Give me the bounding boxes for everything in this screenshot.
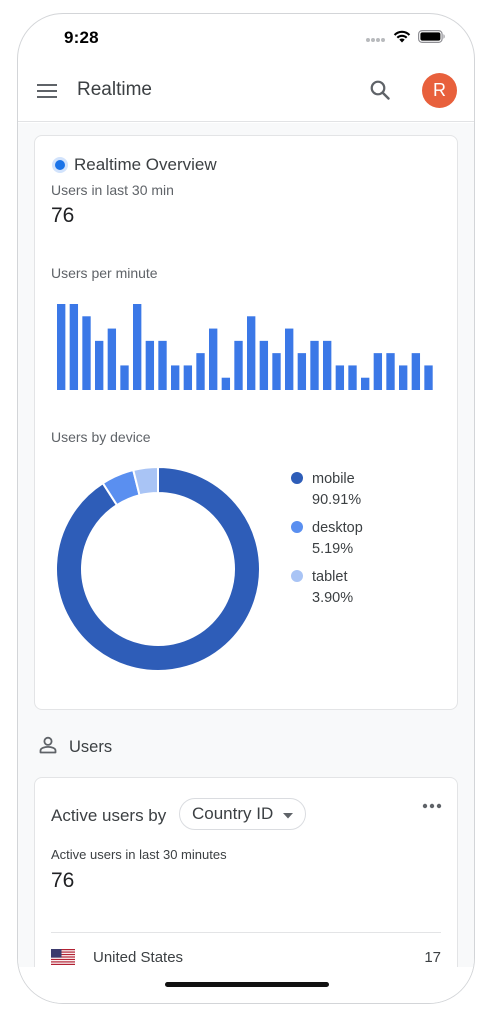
- person-icon: [38, 735, 58, 760]
- realtime-overview-card: Realtime Overview Users in last 30 min 7…: [34, 135, 458, 710]
- bar-minute-24: [348, 365, 357, 390]
- page-title: Realtime: [77, 79, 152, 100]
- users-section-title: Users: [69, 738, 113, 756]
- bar-minute-21: [310, 340, 319, 390]
- users-per-minute-chart: [57, 304, 437, 390]
- phone-frame: 9:28 Realtime R Realtim: [17, 13, 475, 1004]
- users-last-30-label: Users in last 30 min: [51, 182, 174, 198]
- bar-minute-3: [82, 316, 91, 390]
- bar-minute-6: [120, 365, 129, 390]
- menu-icon[interactable]: [36, 80, 58, 102]
- dropdown-arrow-icon: [283, 804, 294, 824]
- users-per-minute-label: Users per minute: [51, 265, 158, 281]
- bar-minute-1: [57, 304, 66, 390]
- bar-minute-19: [285, 328, 294, 390]
- active-users-subtitle: Active users in last 30 minutes: [51, 847, 227, 862]
- active-users-value: 76: [51, 869, 75, 892]
- bar-minute-13: [209, 328, 218, 390]
- users-section-header: Users: [38, 735, 112, 760]
- bar-minute-8: [145, 340, 155, 390]
- realtime-title: Realtime Overview: [74, 155, 217, 174]
- divider: [51, 932, 441, 933]
- bar-minute-28: [399, 365, 408, 390]
- bar-minute-25: [361, 377, 370, 390]
- search-icon[interactable]: [368, 78, 392, 102]
- dimension-value: Country ID: [192, 804, 274, 823]
- bar-minute-9: [158, 340, 167, 390]
- bar-minute-17: [259, 340, 269, 390]
- more-options-icon[interactable]: [421, 798, 443, 809]
- realtime-title-row: Realtime Overview: [55, 155, 217, 175]
- home-area: [18, 967, 474, 1003]
- bar-minute-14: [221, 377, 231, 390]
- bar-minute-23: [335, 365, 345, 390]
- legend-item-tablet: tablet 3.90%: [291, 567, 363, 609]
- device-donut-chart: [55, 465, 261, 672]
- signal-icon: [366, 30, 386, 48]
- bar-minute-27: [386, 353, 395, 390]
- bar-minute-10: [171, 365, 180, 390]
- us-flag-icon: [51, 949, 75, 965]
- bar-minute-16: [247, 316, 256, 390]
- legend-value-tablet: 3.90%: [312, 590, 354, 606]
- legend-value-desktop: 5.19%: [312, 541, 354, 557]
- legend-label-mobile: mobile: [312, 471, 355, 487]
- row-country: United States: [93, 948, 184, 966]
- bar-minute-7: [133, 304, 142, 390]
- bar-minute-5: [107, 328, 117, 390]
- bar-minute-30: [424, 365, 433, 390]
- bar-minute-18: [272, 353, 281, 390]
- dimension-dropdown[interactable]: Country ID: [179, 798, 307, 830]
- app-bar: Realtime R: [18, 62, 474, 122]
- bar-minute-22: [323, 340, 332, 390]
- legend-label-tablet: tablet: [312, 569, 348, 585]
- bar-minute-15: [234, 340, 243, 390]
- active-users-card: Active users by Country ID Active users …: [34, 777, 458, 968]
- bar-minute-20: [297, 353, 307, 390]
- legend-item-desktop: desktop 5.19%: [291, 518, 363, 560]
- bar-minute-29: [411, 353, 421, 390]
- active-users-title: Active users by: [51, 806, 167, 825]
- status-bar: 9:28: [18, 14, 474, 62]
- legend-value-mobile: 90.91%: [312, 492, 362, 508]
- donut-slice-mobile: [55, 465, 261, 672]
- status-time: 9:28: [64, 28, 99, 47]
- content-area: Realtime Overview Users in last 30 min 7…: [18, 123, 474, 968]
- users-per-minute-svg: [57, 304, 433, 390]
- row-count: 17: [424, 948, 441, 966]
- legend-dot-desktop: [291, 521, 303, 533]
- legend-label-desktop: desktop: [312, 520, 363, 536]
- device-legend: mobile 90.91% desktop 5.19% tablet 3.9: [291, 469, 363, 616]
- table-row[interactable]: United States 17: [51, 945, 441, 968]
- wifi-icon: [393, 30, 411, 48]
- bar-minute-2: [69, 304, 79, 390]
- device-donut-svg: [55, 465, 261, 672]
- live-dot-icon: [55, 160, 65, 170]
- donut-slice-tablet: [132, 465, 159, 497]
- users-last-30-value: 76: [51, 204, 75, 227]
- bar-minute-4: [95, 340, 104, 390]
- users-by-device-label: Users by device: [51, 429, 151, 445]
- status-icons: [366, 30, 446, 48]
- bar-minute-11: [183, 365, 193, 390]
- bar-minute-12: [196, 353, 205, 390]
- home-indicator[interactable]: [165, 982, 329, 987]
- avatar-letter: R: [433, 80, 446, 100]
- legend-dot-mobile: [291, 472, 303, 484]
- legend-item-mobile: mobile 90.91%: [291, 469, 363, 511]
- legend-dot-tablet: [291, 570, 303, 582]
- avatar[interactable]: R: [422, 73, 457, 108]
- battery-icon: [418, 30, 446, 48]
- bar-minute-26: [373, 353, 383, 390]
